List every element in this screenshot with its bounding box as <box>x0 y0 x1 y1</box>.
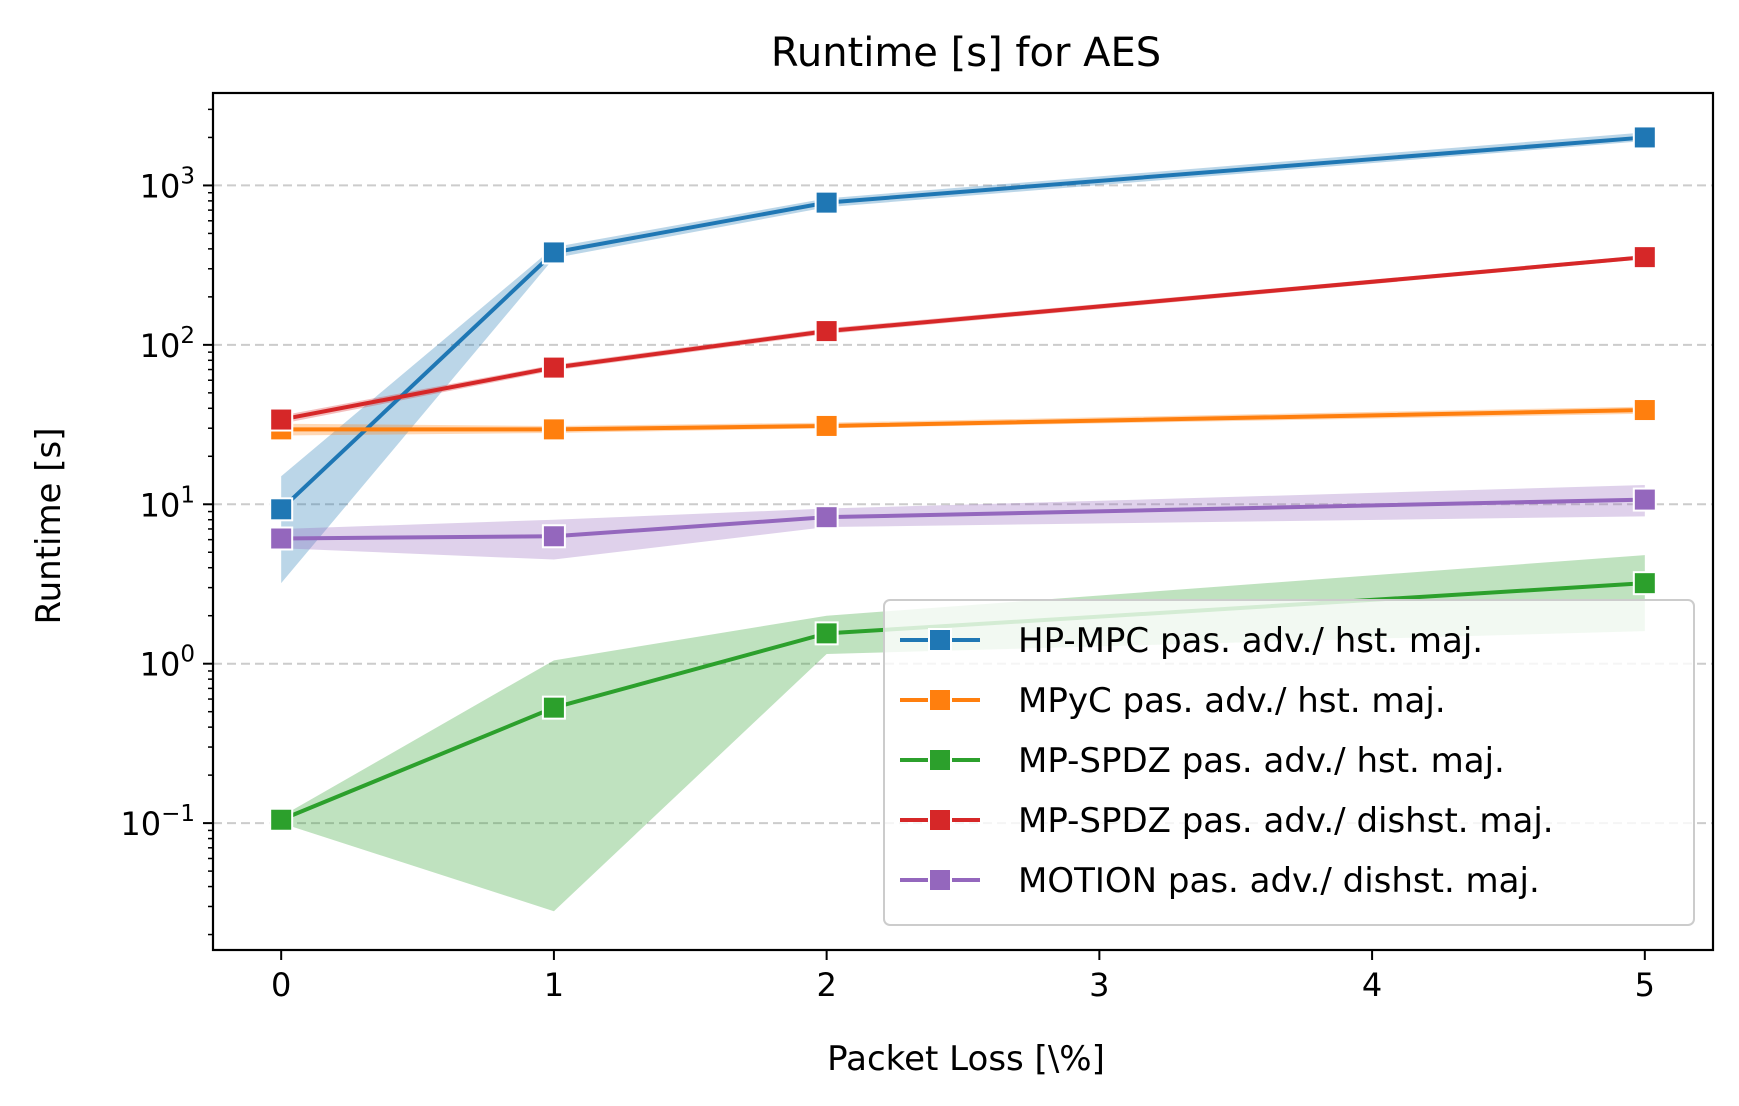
data-point <box>1632 398 1657 423</box>
legend-marker <box>928 628 952 652</box>
legend-label: HP-MPC pas. adv./ hst. maj. <box>1018 621 1483 661</box>
data-point <box>269 497 294 522</box>
y-tick-base: 10 <box>120 805 161 843</box>
data-point <box>541 240 566 265</box>
y-tick-exponent: 0 <box>180 642 195 668</box>
data-point <box>1632 125 1657 150</box>
series-line <box>281 497 1645 541</box>
data-point <box>814 621 839 646</box>
legend-marker <box>928 808 952 832</box>
x-tick-label: 2 <box>816 966 836 1004</box>
data-point <box>1632 571 1657 596</box>
confidence-band <box>281 485 1645 560</box>
series-line <box>281 408 1645 432</box>
data-point <box>541 417 566 442</box>
y-tick-exponent: 2 <box>180 323 195 349</box>
y-tick-base: 10 <box>140 646 181 684</box>
y-tick-base: 10 <box>140 167 181 205</box>
x-tick-label: 0 <box>271 966 291 1004</box>
x-tick-label: 1 <box>544 966 564 1004</box>
legend: HP-MPC pas. adv./ hst. maj. MPyC pas. adv… <box>883 599 1695 926</box>
legend-label: MP-SPDZ pas. adv./ dishst. maj. <box>1018 801 1554 841</box>
y-tick-exponent: 3 <box>180 163 195 189</box>
y-tick-base: 10 <box>140 486 181 524</box>
legend-label: MPyC pas. adv./ hst. maj. <box>1018 681 1446 721</box>
series-line <box>279 135 1645 511</box>
data-point <box>269 407 294 432</box>
y-tick-label: 102 <box>140 323 195 365</box>
confidence-band <box>281 555 1645 912</box>
data-point <box>814 319 839 344</box>
plot-frame <box>211 91 1715 952</box>
x-tick-label: 4 <box>1362 966 1382 1004</box>
legend-box <box>883 599 1695 926</box>
legend-label: MP-SPDZ pas. adv./ hst. maj. <box>1018 741 1505 781</box>
series-line <box>280 255 1645 422</box>
y-axis-label: Runtime [s] <box>29 427 69 624</box>
x-axis-label: Packet Loss [\%] <box>827 1039 1105 1079</box>
data-point <box>814 413 839 438</box>
data-point <box>541 355 566 380</box>
y-tick-label: 100 <box>140 642 195 684</box>
confidence-band <box>281 132 1645 584</box>
data-point <box>541 695 566 720</box>
y-tick-label: 103 <box>140 163 195 205</box>
legend-marker <box>928 688 952 712</box>
data-point <box>269 807 294 832</box>
chart-title: Runtime [s] for AES <box>771 30 1161 76</box>
y-tick-base: 10 <box>140 327 181 365</box>
legend-label: MOTION pas. adv./ dishst. maj. <box>1018 861 1540 901</box>
y-tick-label: 10−1 <box>120 801 195 843</box>
data-point <box>814 505 839 530</box>
legend-marker <box>928 868 952 892</box>
y-tick-exponent: −1 <box>161 801 195 827</box>
data-point <box>269 526 294 551</box>
data-point <box>541 524 566 549</box>
x-tick-label: 3 <box>1089 966 1109 1004</box>
y-tick-exponent: 1 <box>180 482 195 508</box>
y-tick-label: 101 <box>140 482 195 524</box>
data-point <box>1632 245 1657 270</box>
data-point <box>814 190 839 215</box>
data-point <box>1632 487 1657 512</box>
x-tick-label: 5 <box>1635 966 1655 1004</box>
legend-marker <box>928 748 952 772</box>
